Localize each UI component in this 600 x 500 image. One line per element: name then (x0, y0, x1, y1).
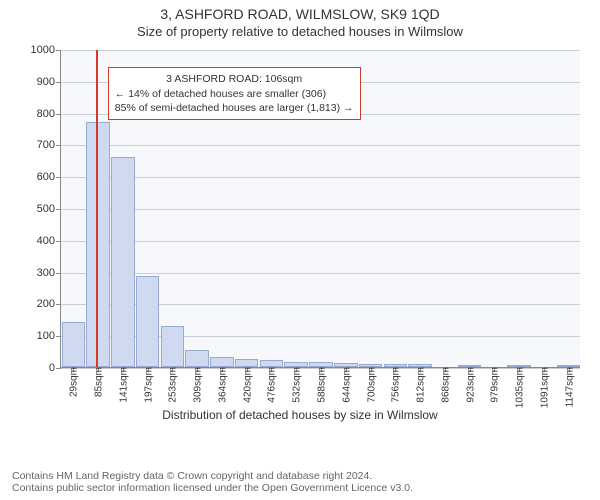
histogram-bar (260, 360, 284, 367)
x-tick-label: 420sqm (240, 367, 253, 403)
y-tick-mark (56, 82, 61, 83)
chart-subtitle: Size of property relative to detached ho… (0, 22, 600, 39)
gridline (61, 145, 580, 146)
histogram-bar (161, 326, 185, 367)
footer-line-1: Contains HM Land Registry data © Crown c… (12, 470, 372, 482)
chart: Number of detached properties 0100200300… (0, 44, 600, 424)
x-tick-label: 309sqm (191, 367, 204, 403)
x-tick-label: 700sqm (364, 367, 377, 403)
x-tick-label: 364sqm (215, 367, 228, 403)
x-tick-label: 644sqm (339, 367, 352, 403)
x-tick-label: 812sqm (414, 367, 427, 403)
gridline (61, 273, 580, 274)
gridline (61, 241, 580, 242)
y-tick-mark (56, 368, 61, 369)
x-tick-label: 979sqm (488, 367, 501, 403)
gridline (61, 177, 580, 178)
property-marker-line (96, 50, 98, 367)
x-tick-label: 85sqm (92, 367, 105, 397)
histogram-bar (235, 359, 259, 367)
x-tick-label: 476sqm (265, 367, 278, 403)
annotation-box: 3 ASHFORD ROAD: 106sqm← 14% of detached … (108, 67, 361, 120)
y-tick-mark (56, 50, 61, 51)
histogram-bar (210, 357, 234, 367)
histogram-bar (111, 157, 135, 367)
y-tick-mark (56, 304, 61, 305)
footer-attribution: Contains HM Land Registry data © Crown c… (12, 470, 413, 494)
annotation-line: 85% of semi-detached houses are larger (… (115, 101, 354, 115)
gridline (61, 50, 580, 51)
y-tick-mark (56, 114, 61, 115)
page-title: 3, ASHFORD ROAD, WILMSLOW, SK9 1QD (0, 0, 600, 22)
y-tick-mark (56, 145, 61, 146)
histogram-bar (185, 350, 209, 367)
histogram-bar (136, 276, 160, 367)
x-tick-label: 923sqm (463, 367, 476, 403)
x-tick-label: 868sqm (438, 367, 451, 403)
y-tick-mark (56, 177, 61, 178)
y-tick-mark (56, 241, 61, 242)
x-tick-label: 197sqm (141, 367, 154, 403)
gridline (61, 209, 580, 210)
y-tick-mark (56, 336, 61, 337)
x-tick-label: 1035sqm (513, 367, 526, 408)
annotation-line: ← 14% of detached houses are smaller (30… (115, 87, 354, 101)
plot-area: 0100200300400500600700800900100029sqm85s… (60, 50, 580, 368)
annotation-line: 3 ASHFORD ROAD: 106sqm (115, 72, 354, 86)
x-tick-label: 532sqm (290, 367, 303, 403)
histogram-bar (62, 322, 86, 367)
footer-line-2: Contains public sector information licen… (12, 482, 413, 494)
x-tick-label: 756sqm (389, 367, 402, 403)
x-tick-label: 253sqm (166, 367, 179, 403)
y-tick-mark (56, 209, 61, 210)
x-tick-label: 1091sqm (537, 367, 550, 408)
x-tick-label: 1147sqm (562, 367, 575, 407)
y-tick-mark (56, 273, 61, 274)
x-axis-label: Distribution of detached houses by size … (0, 408, 600, 422)
x-tick-label: 141sqm (116, 367, 129, 403)
x-tick-label: 29sqm (67, 367, 80, 397)
x-tick-label: 588sqm (315, 367, 328, 403)
